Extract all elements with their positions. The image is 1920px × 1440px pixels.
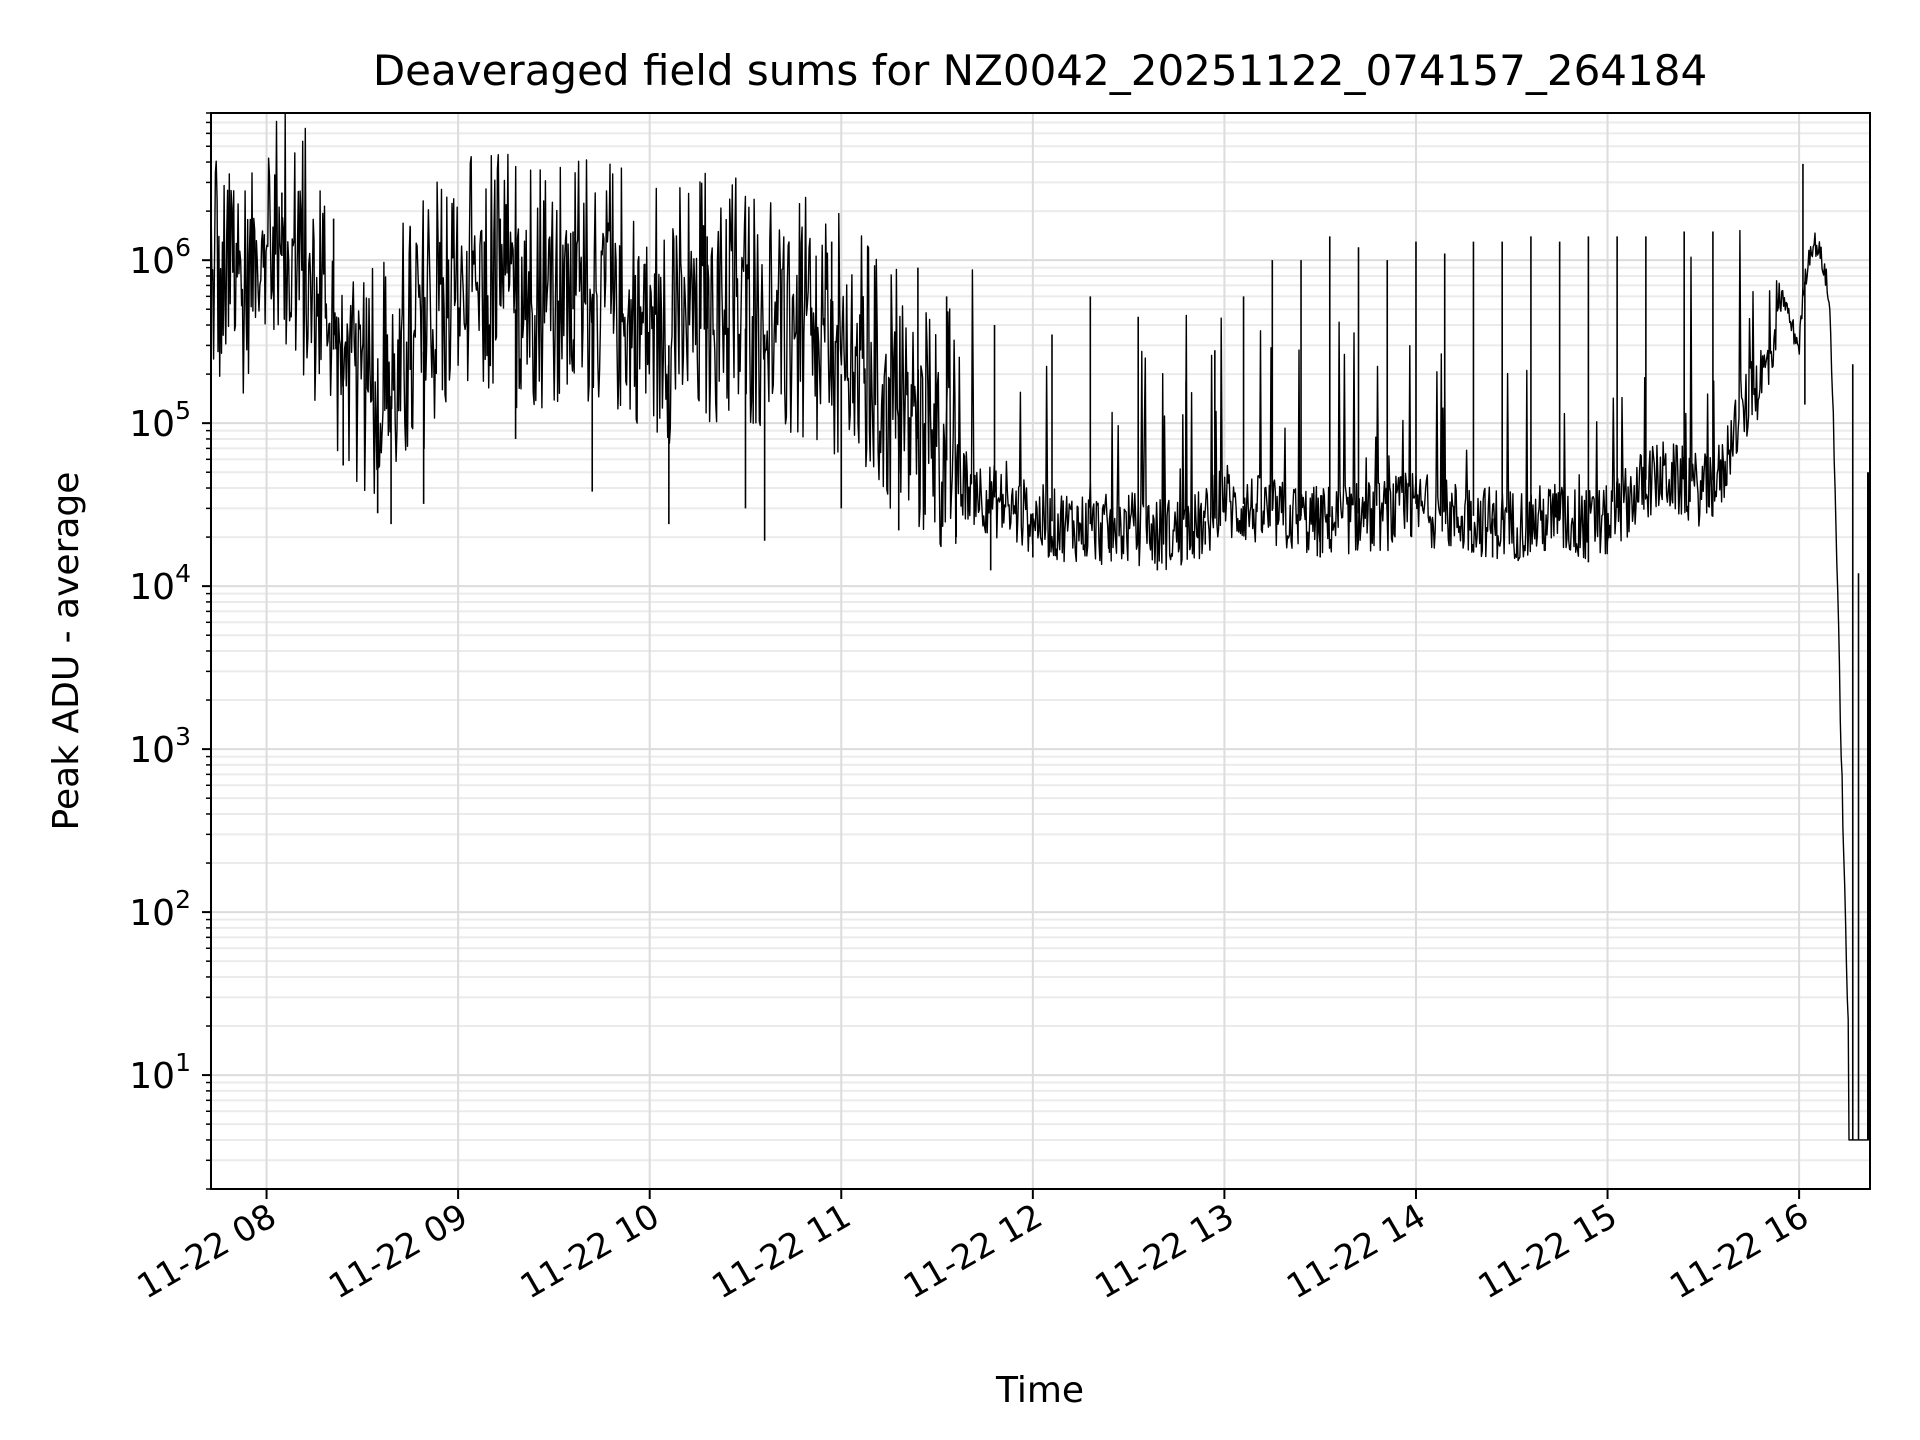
x-tick-label: 11-22 15: [1472, 1196, 1624, 1307]
chart-title: Deaveraged field sums for NZ0042_2025112…: [373, 46, 1707, 95]
data-series: [210, 112, 1871, 1141]
x-tick-label: 11-22 08: [131, 1196, 283, 1307]
x-tick-label: 11-22 10: [514, 1196, 666, 1307]
x-tick-label: 11-22 09: [322, 1196, 474, 1307]
y-tick-label: 105: [129, 396, 191, 445]
y-tick-label: 103: [129, 722, 191, 771]
x-tick-label: 11-22 13: [1089, 1196, 1241, 1307]
x-tick-label: 11-22 16: [1663, 1196, 1815, 1307]
series-line: [210, 112, 1871, 1141]
y-tick-label: 106: [129, 233, 191, 282]
x-tick-label: 11-22 12: [897, 1196, 1049, 1307]
y-axis: 101 102 103 104 105 106: [129, 112, 211, 1190]
y-tick-label: 101: [129, 1048, 191, 1097]
y-axis-label: Peak ADU - average: [46, 472, 87, 831]
minor-gridlines: [211, 112, 1870, 1190]
x-tick-label: 11-22 11: [705, 1196, 857, 1307]
y-tick-label: 102: [129, 885, 191, 934]
x-axis-label: Time: [995, 1370, 1084, 1411]
x-axis: 11-22 08 11-22 09 11-22 10 11-22 11 11-22 12…: [131, 1189, 1816, 1307]
x-tick-label: 11-22 14: [1280, 1196, 1432, 1307]
y-tick-label: 104: [129, 559, 191, 608]
